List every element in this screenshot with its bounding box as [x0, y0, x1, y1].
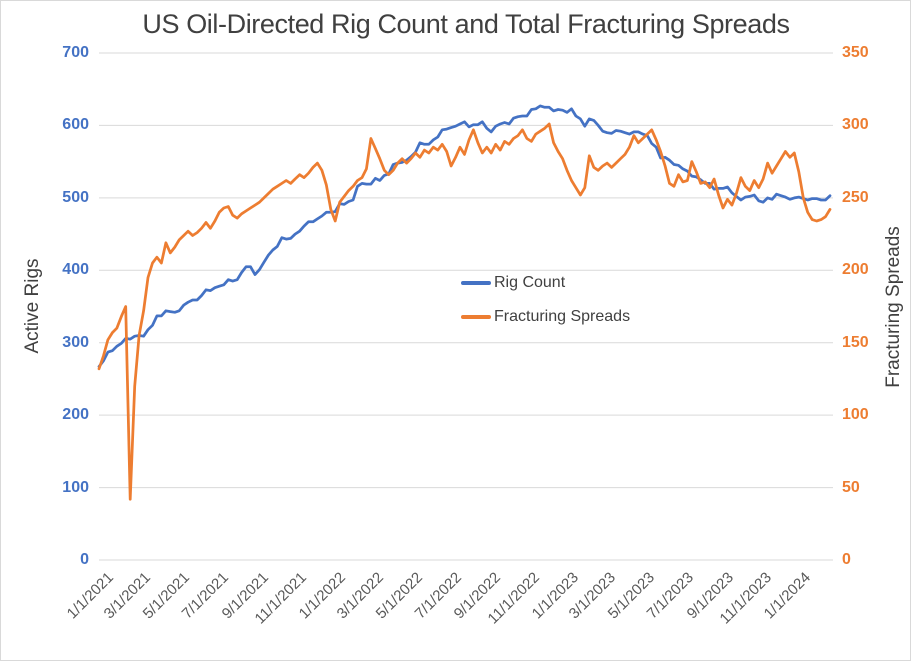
legend: Rig Count Fracturing Spreads	[461, 271, 630, 329]
left-axis-tick: 200	[62, 406, 89, 424]
right-axis-tick: 300	[842, 116, 869, 134]
legend-label-rig-count: Rig Count	[494, 274, 566, 291]
right-axis-tick: 100	[842, 406, 869, 424]
right-axis-tick: 150	[842, 333, 869, 351]
left-axis-tick: 0	[80, 551, 89, 568]
left-axis-tick: 600	[62, 116, 89, 134]
fracturing-spreads-series-line	[97, 122, 832, 501]
chart-title: US Oil-Directed Rig Count and Total Frac…	[142, 9, 790, 39]
right-axis-tick: 200	[842, 261, 869, 279]
right-axis-tick: 350	[842, 44, 869, 61]
legend-label-fracturing-spreads: Fracturing Spreads	[494, 308, 631, 325]
left-axis-tick: 400	[62, 261, 89, 279]
right-axis-tick: 250	[842, 188, 869, 206]
left-axis-tick: 100	[62, 478, 89, 496]
fracturing-spreads-line-swatch	[461, 315, 491, 319]
left-axis-tick: 500	[62, 188, 89, 206]
rig-count-series-line	[97, 104, 832, 368]
right-axis-tick: 0	[842, 551, 851, 568]
left-axis-tick: 700	[62, 44, 89, 61]
legend-item-fracturing-spreads: Fracturing Spreads	[461, 305, 630, 329]
legend-item-rig-count: Rig Count	[461, 271, 630, 295]
left-axis-tick: 300	[62, 333, 89, 351]
right-axis-title: Fracturing Spreads	[883, 226, 904, 388]
right-axis-tick: 50	[842, 478, 860, 496]
rig-count-line-swatch	[461, 281, 491, 285]
